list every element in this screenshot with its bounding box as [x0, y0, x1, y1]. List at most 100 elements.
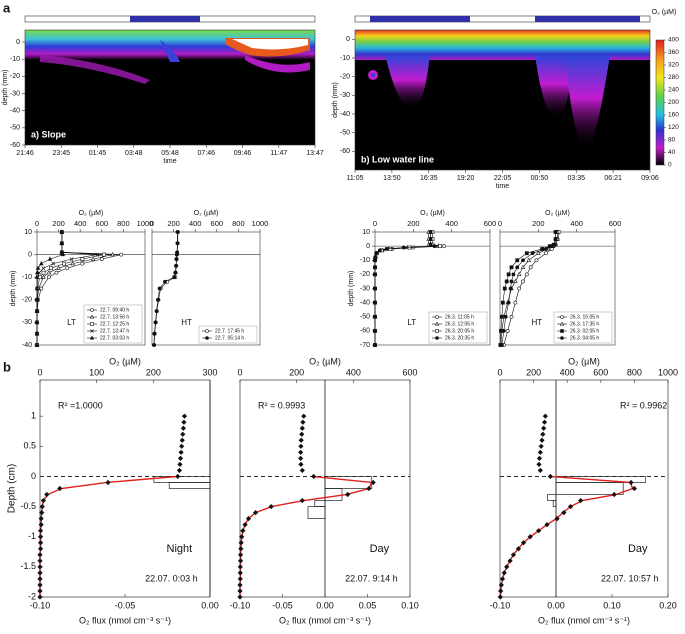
x-tick-label: 22:05	[494, 175, 512, 182]
legend-label: 22.7. 17:45 h	[215, 328, 244, 334]
y-axis-label: depth (mm)	[332, 82, 339, 118]
marker	[505, 328, 510, 333]
marker	[37, 534, 44, 540]
marker	[299, 497, 305, 504]
marker	[384, 247, 389, 251]
y-tick-label: -10	[22, 274, 32, 281]
y-tick-label: 0	[16, 39, 20, 46]
marker	[34, 308, 40, 313]
marker	[238, 540, 244, 546]
x2-tick-label: 0.00	[316, 600, 334, 610]
marker	[41, 274, 46, 279]
x-tick-label: 0	[37, 367, 42, 377]
marker	[374, 251, 379, 256]
marker	[520, 540, 527, 546]
x2-tick-label: -0.10	[30, 600, 51, 610]
marker	[177, 461, 183, 467]
annotation: HT	[531, 318, 542, 327]
x-tick-label: 300	[202, 367, 217, 377]
marker	[59, 229, 65, 234]
x-tick-label: 0	[497, 367, 502, 377]
marker	[515, 546, 522, 552]
marker	[373, 328, 377, 333]
x-tick-label: 600	[593, 367, 608, 377]
condition: Day	[370, 543, 390, 555]
x-tick-label: 13:50	[383, 175, 401, 182]
x-tick-label: 600	[484, 219, 497, 228]
heatmap-slope	[24, 15, 316, 145]
marker	[110, 252, 115, 257]
condition: Night	[167, 543, 193, 555]
marker	[39, 261, 44, 266]
x-tick-label: 200	[289, 367, 304, 377]
marker	[509, 265, 514, 270]
y-tick-label: -0.5	[20, 501, 36, 511]
legend-box	[198, 325, 258, 344]
x-tick-label: 600	[96, 219, 109, 228]
marker	[301, 413, 307, 419]
x-axis-label: O₂ (µM)	[568, 356, 600, 366]
x-tick-label: 200	[146, 367, 161, 377]
marker	[544, 522, 550, 528]
y-tick-label: -2	[28, 591, 36, 601]
y-tick-label: -60	[340, 148, 350, 155]
marker	[524, 272, 529, 277]
marker	[37, 546, 44, 552]
marker	[538, 443, 544, 449]
marker	[515, 265, 520, 270]
marker	[153, 320, 158, 325]
condition: Day	[628, 543, 648, 555]
y-tick-label: -30	[340, 92, 350, 99]
marker	[521, 279, 525, 284]
marker	[561, 510, 567, 516]
marker	[105, 479, 111, 486]
marker	[373, 258, 377, 263]
colorbar-label: O₂ (µM)	[652, 9, 677, 16]
y-tick-label: 0	[346, 36, 350, 43]
marker	[504, 564, 510, 570]
marker	[176, 467, 182, 474]
annotation: a) Slope	[31, 129, 66, 139]
marker	[37, 552, 43, 558]
marker	[498, 588, 504, 594]
x-tick-label: 16:35	[420, 175, 438, 182]
marker	[510, 552, 517, 558]
x2-tick-label: 0.00	[547, 600, 565, 610]
marker	[34, 297, 40, 302]
flux-bar	[168, 482, 211, 489]
legend-label: 22.7. 09:40 h	[100, 307, 129, 313]
marker	[513, 300, 518, 305]
marker	[119, 252, 124, 257]
legend-label: 26.3. 15:05 h	[570, 314, 599, 320]
legend-label: 22.7. 03:03 h	[100, 335, 129, 341]
marker	[438, 244, 443, 249]
marker	[268, 503, 274, 510]
x-tick-label: 800	[117, 219, 130, 228]
marker	[500, 343, 504, 347]
marker	[154, 309, 159, 314]
legend-label: 26.3. 20:35 h	[445, 335, 474, 341]
x-tick-label: 11:05	[347, 175, 364, 182]
x-axis-label: O₂ (µM)	[109, 356, 141, 366]
x-tick-label: 19:20	[457, 175, 475, 182]
marker	[530, 251, 535, 256]
marker	[176, 230, 180, 234]
marker	[95, 252, 100, 257]
marker	[298, 449, 304, 455]
x-tick-label: 1000	[137, 219, 154, 228]
x-tick-label: 23:45	[52, 150, 70, 157]
flux-bar	[552, 500, 557, 507]
marker	[35, 265, 41, 270]
legend-label: 22.7. 13:47 h	[100, 328, 129, 334]
marker	[501, 328, 506, 333]
x-tick-label: 200	[526, 367, 541, 377]
heatmap-low-water-line	[354, 15, 651, 170]
marker	[506, 272, 511, 277]
marker	[373, 286, 377, 291]
marker	[51, 261, 56, 266]
marker	[237, 564, 243, 570]
x-tick-label: 200	[532, 219, 545, 228]
x-axis-label: O₂ (µM)	[545, 210, 570, 217]
marker	[65, 266, 70, 271]
